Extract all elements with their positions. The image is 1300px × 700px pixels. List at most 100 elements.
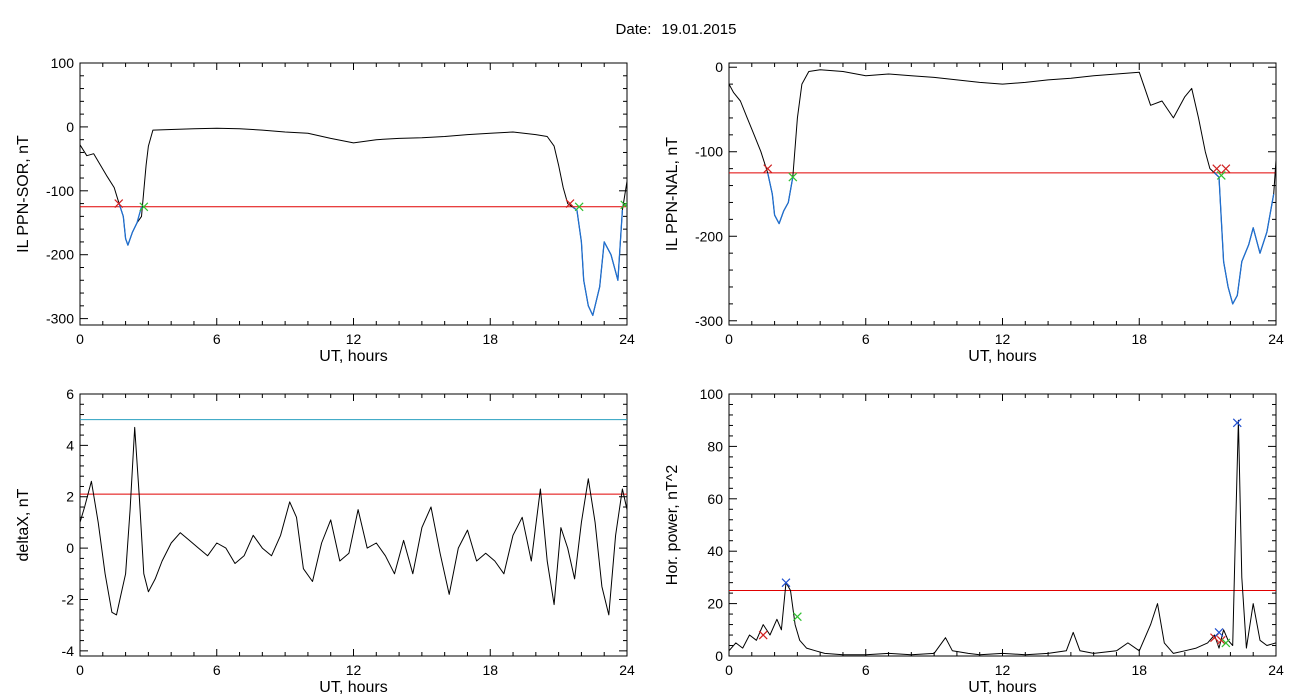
plot-area: [80, 127, 627, 317]
chart-hor-power: 0 6 12 18 24 0 20 40 60 80 100 UT, hours Hor. power,…: [664, 386, 1284, 696]
x-tick-label: 12: [346, 662, 362, 678]
x-tick-label: 18: [1131, 662, 1147, 678]
marker-end: [139, 202, 149, 212]
x-axis-label: UT, hours: [968, 679, 1036, 696]
y-tick-label: 0: [715, 648, 723, 664]
marker-stroke: [792, 612, 802, 622]
marker-start: [1221, 164, 1231, 174]
x-tick-label: 18: [482, 662, 498, 678]
data-trace: [80, 426, 627, 616]
plot-frame: [728, 393, 1277, 657]
plot-area: [729, 418, 1276, 656]
y-tick-label: -200: [46, 247, 74, 263]
marker-start: [1216, 635, 1226, 645]
x-tick-label: 0: [725, 331, 733, 347]
marker-end: [1221, 638, 1231, 648]
y-axis-label: IL PPN-NAL, nT: [664, 137, 681, 251]
y-tick-label: -300: [695, 313, 723, 329]
marker-stroke: [565, 199, 575, 209]
marker-stroke: [114, 199, 124, 209]
marker-peak: [1214, 627, 1224, 637]
x-tick-label: 18: [482, 331, 498, 347]
x-tick-label: 12: [995, 662, 1011, 678]
marker-stroke: [1232, 418, 1242, 428]
marker-stroke: [574, 202, 584, 212]
y-tick-label: 0: [66, 540, 74, 556]
x-tick-label: 24: [619, 662, 635, 678]
x-tick-label: 0: [725, 662, 733, 678]
below-threshold-segment: [118, 202, 143, 246]
y-axis-label: deltaX, nT: [15, 488, 32, 561]
marker-end: [788, 172, 798, 182]
plot-frame: [79, 62, 628, 326]
x-axis-label: UT, hours: [319, 348, 387, 365]
marker-peak: [781, 578, 791, 588]
x-axis-label: UT, hours: [319, 679, 387, 696]
marker-stroke: [1221, 164, 1231, 174]
x-tick-label: 24: [1268, 331, 1284, 347]
below-threshold-segment: [1214, 172, 1275, 305]
plot-area: [80, 419, 627, 616]
plot-area: [729, 69, 1276, 305]
y-tick-label: 20: [707, 596, 723, 612]
y-axis-label: Hor. power, nT^2: [664, 465, 681, 586]
marker-peak: [1232, 418, 1242, 428]
x-tick-label: 12: [995, 331, 1011, 347]
y-tick-label: -2: [62, 591, 75, 607]
marker-end: [574, 202, 584, 212]
x-tick-label: 0: [76, 331, 84, 347]
marker-start: [565, 199, 575, 209]
chart-il-ppn-sor: 0 6 12 18 24 -300 -200 -100 0 100 UT, hours IL PPN-…: [15, 55, 635, 365]
marker-stroke: [788, 172, 798, 182]
below-threshold-segment: [767, 172, 794, 225]
marker-stroke: [781, 578, 791, 588]
x-tick-label: 12: [346, 331, 362, 347]
y-tick-label: 100: [700, 386, 724, 402]
y-tick-label: -100: [46, 183, 74, 199]
marker-start: [758, 630, 768, 640]
y-tick-label: -4: [62, 643, 75, 659]
marker-stroke: [1221, 638, 1231, 648]
below-threshold-segment: [571, 206, 624, 317]
y-tick-label: 2: [66, 489, 74, 505]
y-tick-label: -200: [695, 228, 723, 244]
marker-start: [1212, 164, 1222, 174]
marker-start: [763, 164, 773, 174]
marker-stroke: [758, 630, 768, 640]
marker-stroke: [1214, 627, 1224, 637]
marker-stroke: [1212, 164, 1222, 174]
y-tick-label: 6: [66, 386, 74, 402]
y-axis-label: IL PPN-SOR, nT: [15, 135, 32, 253]
y-tick-label: -100: [695, 144, 723, 160]
x-tick-label: 0: [76, 662, 84, 678]
data-trace: [729, 419, 1276, 656]
y-tick-label: 40: [707, 543, 723, 559]
y-tick-label: 80: [707, 438, 723, 454]
marker-end: [620, 200, 627, 210]
y-tick-label: 0: [66, 119, 74, 135]
marker-stroke: [139, 202, 149, 212]
figure-title-date: 19.01.2015: [661, 21, 736, 38]
x-tick-label: 18: [1131, 331, 1147, 347]
marker-end: [1216, 170, 1226, 180]
marker-stroke: [620, 201, 627, 210]
marker-stroke: [1216, 635, 1226, 645]
marker-start: [114, 199, 124, 209]
marker-stroke: [763, 164, 773, 174]
figure-title: Date: 19.01.2015: [616, 21, 737, 38]
y-tick-label: 0: [715, 59, 723, 75]
x-tick-label: 6: [213, 331, 221, 347]
x-tick-label: 6: [862, 662, 870, 678]
figure-title-label: Date:: [616, 21, 652, 38]
x-tick-label: 6: [862, 331, 870, 347]
y-tick-label: 4: [66, 437, 74, 453]
x-tick-label: 6: [213, 662, 221, 678]
x-axis-label: UT, hours: [968, 348, 1036, 365]
y-tick-label: 60: [707, 491, 723, 507]
plot-frame: [79, 393, 628, 657]
marker-end: [792, 612, 802, 622]
plot-frame: [728, 62, 1277, 326]
y-tick-label: 100: [51, 55, 75, 71]
marker-stroke: [1216, 170, 1226, 180]
